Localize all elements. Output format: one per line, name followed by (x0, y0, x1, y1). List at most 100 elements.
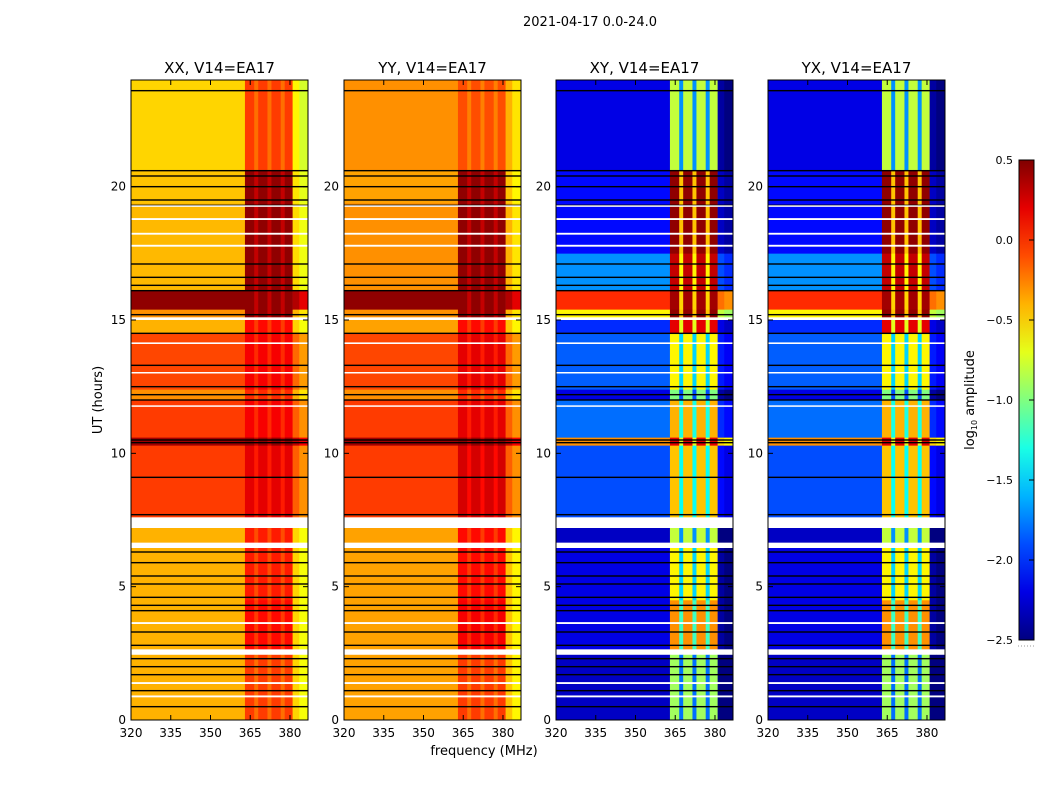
heatmap-cell (284, 548, 293, 601)
heatmap-cell (493, 654, 498, 721)
heatmap-cell (908, 320, 919, 334)
heatmap-cell (679, 80, 684, 171)
heatmap-cell (292, 309, 300, 318)
flag-line-white (131, 205, 308, 207)
heatmap-cell (556, 654, 671, 721)
heatmap-cell (254, 309, 259, 318)
heatmap-cell (768, 333, 883, 390)
heatmap-cell (480, 445, 485, 518)
heatmap-cell (724, 548, 734, 601)
heatmap-cell (556, 333, 671, 390)
flag-line-white (344, 405, 521, 407)
heatmap-cell (921, 170, 930, 254)
flag-line-black (131, 439, 308, 441)
y-tick-label: 10 (111, 446, 126, 460)
flag-line-black (131, 289, 308, 292)
flag-line-black (344, 513, 521, 516)
colorbar-tick-label: 0.5 (996, 154, 1014, 167)
y-tick-label: 15 (324, 313, 339, 327)
flag-line-white (344, 695, 521, 698)
heatmap-cell (493, 202, 498, 291)
heatmap-cell (696, 309, 707, 318)
heatmap-cell (881, 548, 892, 601)
heatmap-cell (679, 333, 684, 390)
flag-line-black (131, 175, 308, 177)
heatmap-cell (505, 654, 513, 721)
heatmap-cell (471, 654, 481, 721)
heatmap-cell (696, 400, 707, 438)
flag-line-white (131, 244, 308, 247)
heatmap-cell (244, 548, 255, 601)
heatmap-cell (131, 528, 246, 543)
heatmap-cell (254, 445, 259, 518)
flag-line-white (131, 317, 308, 320)
flag-line-black (768, 364, 945, 367)
flag-line-white (556, 542, 733, 548)
heatmap-cell (917, 309, 922, 318)
flag-line-white (556, 517, 733, 528)
heatmap-cell (917, 445, 922, 518)
heatmap-cell (921, 400, 930, 438)
flag-line-black (131, 665, 308, 668)
colorbar-label: log10 amplitude (963, 350, 979, 450)
heatmap-cell (131, 80, 246, 171)
heatmap-cell (299, 528, 309, 543)
heatmap-cell (267, 445, 272, 518)
flag-line-white (556, 372, 733, 374)
heatmap-cell (299, 600, 309, 650)
heatmap-cell (908, 290, 919, 310)
axes-frame (130, 79, 309, 721)
heatmap-cell (258, 654, 268, 721)
flag-line-white (556, 622, 733, 624)
x-tick-label: 380 (279, 726, 302, 740)
heatmap-cell (908, 528, 919, 543)
heatmap-cell (895, 528, 905, 543)
flag-line-white (768, 695, 945, 698)
heatmap-cell (292, 333, 300, 390)
flag-line-black (131, 705, 308, 708)
heatmap-cell (484, 333, 495, 390)
heatmap-cell (299, 445, 309, 518)
flag-line-black (768, 476, 945, 479)
heatmap-cell (556, 445, 671, 518)
heatmap-cell (904, 320, 909, 334)
heatmap-cell (929, 548, 937, 601)
heatmap-cell (484, 400, 495, 438)
heatmap-cell (724, 400, 734, 438)
flag-line-white (768, 682, 945, 684)
heatmap-cell (497, 80, 506, 171)
heatmap-cell (512, 548, 522, 601)
heatmap-cell (280, 437, 285, 446)
heatmap-cell (131, 309, 246, 318)
heatmap-cell (497, 309, 506, 318)
heatmap-cell (497, 400, 506, 438)
flag-line-white (768, 218, 945, 220)
heatmap-cell (258, 80, 268, 171)
heatmap-cell (292, 548, 300, 601)
flag-line-black (556, 399, 733, 401)
heatmap-cell (471, 309, 481, 318)
flag-line-black (344, 631, 521, 633)
heatmap-cell (556, 528, 671, 543)
heatmap-cell (254, 202, 259, 291)
flag-line-black (131, 332, 308, 335)
heatmap-cell (696, 548, 707, 601)
heatmap-cell (512, 400, 522, 438)
heatmap-cell (267, 320, 272, 334)
heatmap-cell (717, 333, 725, 390)
heatmap-cell (936, 400, 946, 438)
heatmap-cell (497, 202, 506, 291)
flag-line-black (556, 393, 733, 396)
heatmap-cell (904, 253, 909, 291)
flag-line-black (131, 689, 308, 692)
heatmap-cell (467, 202, 472, 291)
heatmap-cell (457, 400, 468, 438)
flag-line-white (556, 218, 733, 220)
x-tick-label: 350 (624, 726, 647, 740)
heatmap-cell (505, 320, 513, 334)
heatmap-cell (908, 170, 919, 254)
flag-line-white (768, 649, 945, 655)
heatmap-cell (724, 445, 734, 518)
heatmap-cell (705, 600, 710, 650)
heatmap-cell (679, 253, 684, 291)
